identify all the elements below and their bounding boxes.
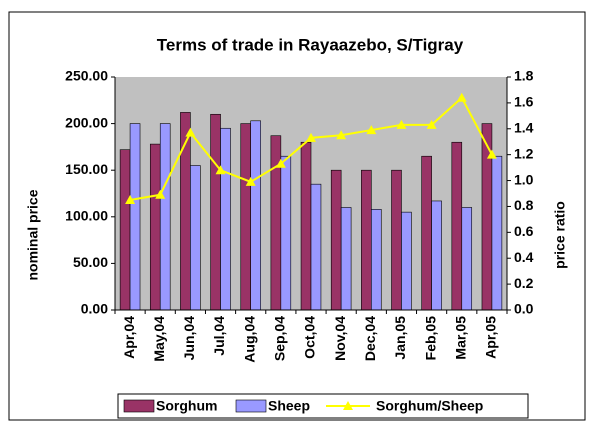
bar [190,165,201,311]
bar [401,211,412,311]
legend-label: Sheep [268,398,310,414]
y2-tick-label: 0.8 [514,197,534,213]
bar [119,149,131,311]
legend-label: Sorghum [156,398,217,414]
x-tick-label: Aug,04 [241,316,257,363]
x-tick-label: Apr,04 [121,316,137,359]
x-tick-label: Nov,04 [332,316,348,361]
line-marker [245,176,256,186]
legend-marker [343,401,353,410]
y2-tick-label: 1.4 [514,119,534,135]
bar [149,143,161,311]
y2-tick-label: 1.6 [514,94,534,110]
x-tick-label: Apr,05 [483,316,499,359]
legend-box [117,393,529,419]
x-tick-label: Jul,04 [211,316,227,356]
bar [250,120,261,311]
chart-title: Terms of trade in Rayaazebo, S/Tigray [157,35,464,54]
y2-tick-label: 0.0 [514,301,534,317]
bar [280,155,292,311]
y2-tick-label: 1.0 [514,171,534,187]
x-tick-label: Sep,04 [272,316,288,361]
line-marker [456,92,467,102]
line-marker [215,165,226,175]
bar [210,113,221,311]
y-tick-label: 0.00 [81,301,108,317]
y-tick-label: 50.00 [73,254,108,270]
y2-tick-label: 1.2 [514,145,534,161]
line-marker [486,149,497,159]
y-tick-label: 100.00 [65,208,108,224]
y-tick-label: 250.00 [65,68,108,84]
bar [340,207,352,311]
x-tick-label: Oct,04 [302,316,318,359]
bar [451,141,463,311]
line-marker [306,132,316,142]
bar [220,127,231,311]
bar [310,183,322,311]
line-marker [125,194,136,204]
bar [461,207,473,311]
bar [431,200,442,311]
y2-tick-label: 0.2 [514,275,534,291]
x-tick-label: Mar,05 [452,316,468,360]
y2-tick-label: 0.6 [514,223,534,239]
bar [159,123,171,311]
legend-swatch [235,399,267,413]
line-marker [275,158,286,168]
line-marker [426,119,437,129]
bar [240,123,251,311]
y-tick-label: 200.00 [65,114,108,130]
line-marker [185,127,196,137]
y2-tick-label: 0.4 [514,249,534,265]
bar [361,169,372,311]
bar [391,169,402,311]
y-tick-label: 150.00 [65,161,108,177]
x-tick-label: May,04 [151,316,167,362]
x-tick-label: Dec,04 [362,316,378,361]
line-marker [396,119,407,129]
x-tick-label: Jan,05 [392,316,408,360]
legend-swatch [123,399,155,413]
line-marker [155,189,166,199]
y-axis-label: nominal price [25,189,41,280]
bar [371,209,382,311]
x-tick-label: Feb,05 [422,316,438,361]
legend-label: Sorghum/Sheep [376,398,483,414]
y2-axis-label: price ratio [552,201,568,269]
bar [491,155,503,311]
y2-tick-label: 1.8 [514,68,534,84]
line-marker [366,125,377,135]
bar [330,169,342,311]
bar [300,141,312,311]
line-marker [336,130,347,140]
bar [421,155,432,311]
x-tick-label: Jun,04 [181,316,197,361]
bar [129,123,141,311]
